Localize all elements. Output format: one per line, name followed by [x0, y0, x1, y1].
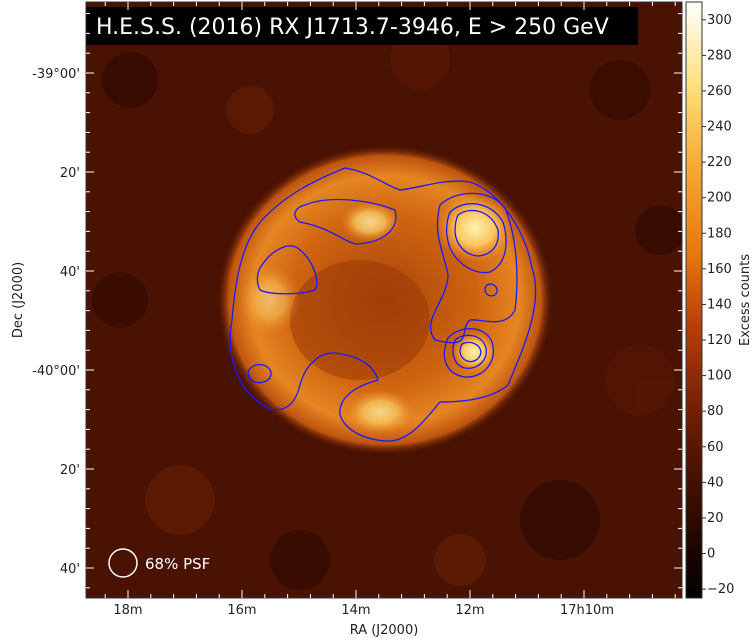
- colorbar-tick-label: 80: [707, 404, 724, 419]
- colorbar-tick-label: 260: [707, 84, 732, 99]
- x-tick-label: 18m: [113, 603, 142, 618]
- y-tick-label: -40°00': [32, 364, 80, 379]
- y-tick-label: 20': [60, 463, 80, 478]
- x-tick-label: 16m: [227, 603, 256, 618]
- hotspot-w: [240, 265, 300, 335]
- colorbar-title: Excess counts: [738, 254, 753, 346]
- contour-se-2: [452, 334, 487, 369]
- colorbar: −20 0 20 40 60 80 100 120 140 160 180 200 220 240 260 2…: [685, 1, 753, 599]
- colorbar-tick-label: 40: [707, 475, 724, 490]
- colorbar-tick-label: 240: [707, 120, 732, 135]
- colorbar-tick-label: 120: [707, 333, 732, 348]
- contour-se-1: [443, 328, 495, 378]
- contour-se-3: [459, 341, 482, 363]
- contour-sw-small: [247, 363, 272, 384]
- x-tick-labels: 18m 16m 14m 12m 17h10m: [113, 603, 614, 618]
- contour-west: [256, 245, 318, 295]
- colorbar-tick-label: 60: [707, 440, 724, 455]
- x-axis-title: RA (J2000): [350, 623, 419, 638]
- colorbar-tick-label: −20: [707, 582, 734, 597]
- hotspot-se: [452, 332, 496, 372]
- x-tick-label: 14m: [341, 603, 370, 618]
- hotspot-n: [340, 202, 400, 242]
- title-background: [86, 7, 638, 45]
- colorbar-tick-label: 180: [707, 226, 732, 241]
- y-tick-label: 40': [60, 562, 80, 577]
- excess-map: 68% PSF H.E.S.S. (2016) RX J1713.7-3946,…: [86, 2, 682, 598]
- colorbar-tick-label: 20: [707, 511, 724, 526]
- contour-north: [294, 198, 397, 245]
- psf-circle: [108, 548, 138, 578]
- colorbar-tick-label: 220: [707, 155, 732, 170]
- y-tick-label: -39°00': [32, 67, 80, 82]
- x-tick-label: 17h10m: [560, 603, 614, 618]
- colorbar-tick-label: 160: [707, 262, 732, 277]
- contour-east-small: [484, 283, 498, 297]
- contour-east-1: [429, 192, 518, 344]
- psf-label: 68% PSF: [145, 555, 210, 573]
- colorbar-ticks: −20 0 20 40 60 80 100 120 140 160 180 200 220 240 260 2…: [702, 13, 734, 597]
- y-axis-title: Dec (J2000): [11, 262, 26, 338]
- contour-outer: [229, 167, 537, 442]
- colorbar-gradient: [685, 1, 703, 599]
- colorbar-tick-label: 0: [707, 547, 715, 562]
- y-tick-labels: -39°00' 20' 40' -40°00' 20' 40': [32, 67, 80, 577]
- snr-interior: [290, 260, 430, 380]
- map-frame: [85, 1, 683, 599]
- colorbar-tick-label: 200: [707, 191, 732, 206]
- colorbar-tick-label: 100: [707, 369, 732, 384]
- significance-contours: [229, 167, 537, 442]
- y-tick-label: 40': [60, 265, 80, 280]
- contour-east-2: [445, 203, 507, 274]
- colorbar-tick-label: 300: [707, 13, 732, 28]
- y-tick-label: 20': [60, 166, 80, 181]
- hotspot-s: [346, 390, 414, 434]
- colorbar-tick-label: 280: [707, 48, 732, 63]
- axis-ticks: [86, 2, 682, 598]
- contour-east-3: [454, 209, 499, 257]
- x-tick-label: 12m: [455, 603, 484, 618]
- colorbar-tick-label: 140: [707, 297, 732, 312]
- map-title: H.E.S.S. (2016) RX J1713.7-3946, E > 250…: [96, 15, 609, 40]
